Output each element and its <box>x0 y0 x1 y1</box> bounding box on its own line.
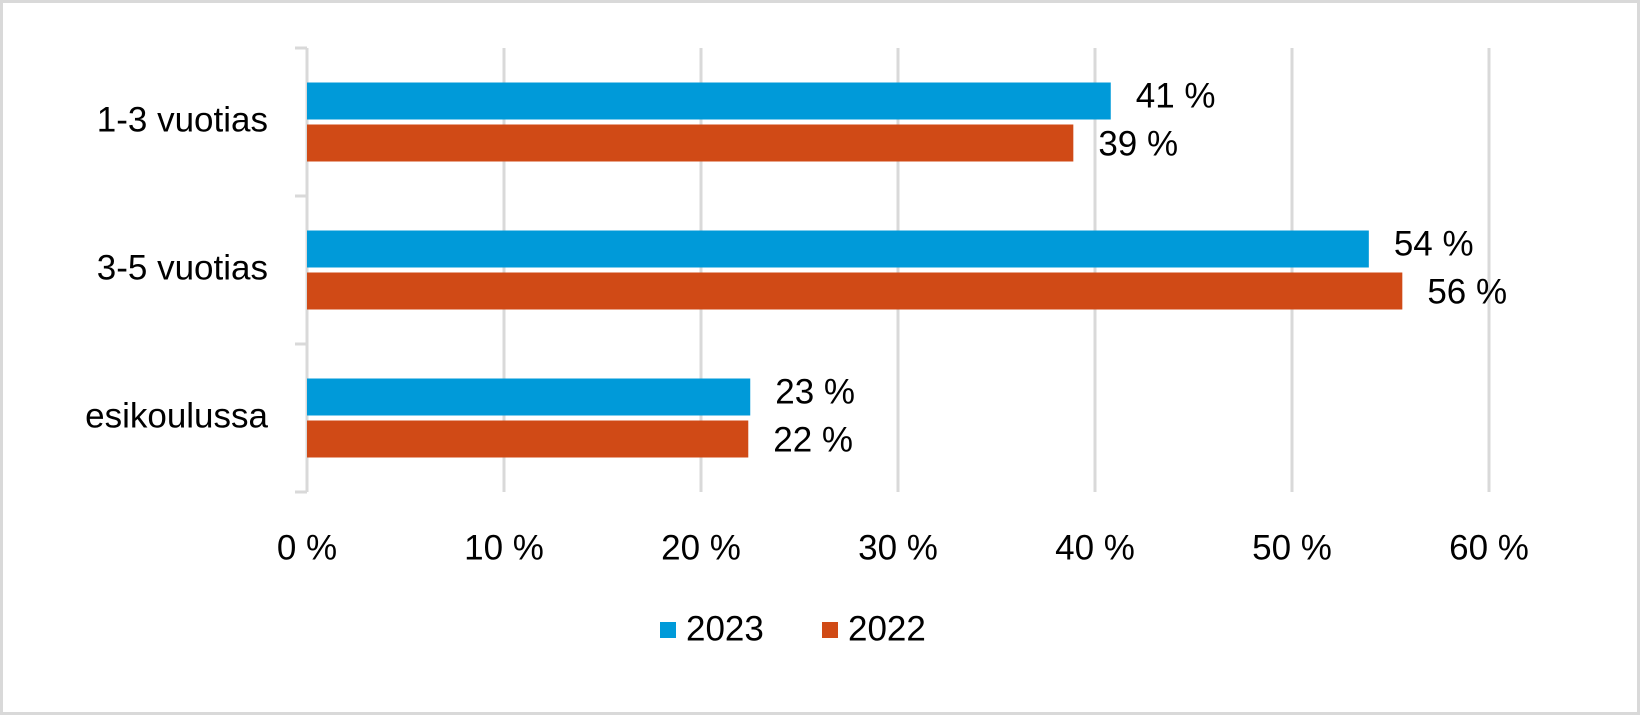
data-label: 23 % <box>775 372 855 411</box>
bar <box>307 124 1074 162</box>
bar <box>307 378 751 416</box>
x-tick-label: 10 % <box>464 528 544 567</box>
legend-swatch <box>822 622 838 638</box>
data-label: 54 % <box>1394 224 1474 263</box>
data-label: 56 % <box>1427 272 1507 311</box>
x-tick-label: 40 % <box>1055 528 1135 567</box>
y-tick-label: 3-5 vuotias <box>97 248 268 287</box>
x-tick-label: 50 % <box>1252 528 1332 567</box>
bar <box>307 82 1111 120</box>
x-tick-label: 0 % <box>277 528 337 567</box>
legend-swatch <box>660 622 676 638</box>
bar <box>307 420 749 458</box>
x-tick-label: 60 % <box>1449 528 1529 567</box>
bar <box>307 230 1369 268</box>
y-tick-label: 1-3 vuotias <box>97 100 268 139</box>
data-label: 22 % <box>773 420 853 459</box>
x-tick-label: 20 % <box>661 528 741 567</box>
legend-label: 2022 <box>848 609 926 648</box>
bar <box>307 272 1403 310</box>
x-tick-label: 30 % <box>858 528 938 567</box>
data-label: 39 % <box>1098 124 1178 163</box>
data-label: 41 % <box>1136 76 1216 115</box>
y-tick-label: esikoulussa <box>85 396 268 435</box>
legend-label: 2023 <box>686 609 764 648</box>
